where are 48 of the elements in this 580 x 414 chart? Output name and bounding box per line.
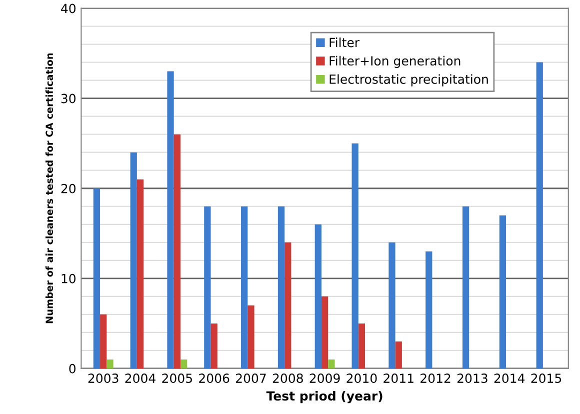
x-tick-label: 2003 xyxy=(88,374,118,383)
bar xyxy=(106,359,114,368)
x-tick-label: 2008 xyxy=(272,374,303,383)
y-tick-label: 0 xyxy=(69,364,76,374)
bar xyxy=(395,341,402,368)
x-tick-label: 2015 xyxy=(531,374,562,383)
x-tick-label: 2013 xyxy=(457,374,488,383)
bar xyxy=(278,206,285,368)
bar xyxy=(499,215,506,368)
x-tick-label: 2012 xyxy=(420,374,450,383)
y-tick-label: 10 xyxy=(62,274,76,284)
bar xyxy=(352,143,358,368)
bar xyxy=(426,251,432,368)
bar xyxy=(174,134,180,368)
y-tick-label: 40 xyxy=(61,4,76,14)
x-axis-title: Test priod (year) xyxy=(266,390,382,404)
bar xyxy=(130,152,137,368)
bar xyxy=(241,206,248,368)
bar xyxy=(180,359,188,368)
x-tick-label: 2014 xyxy=(494,374,525,383)
y-tick-label: 30 xyxy=(61,94,76,104)
bar xyxy=(93,188,100,368)
bar xyxy=(248,305,254,368)
legend-label: Filter xyxy=(330,38,360,48)
legend-label: Electrostatic precipitation xyxy=(330,74,488,86)
bar xyxy=(321,296,328,368)
x-tick-label: 2006 xyxy=(199,374,230,383)
bar xyxy=(167,71,174,368)
bar xyxy=(204,206,211,368)
bar xyxy=(210,323,218,368)
x-tick-label: 2007 xyxy=(236,374,266,383)
bar xyxy=(388,242,396,368)
bar xyxy=(536,62,543,368)
bar xyxy=(284,242,292,368)
x-tick-label: 2011 xyxy=(384,374,414,383)
x-tick-label: 2009 xyxy=(310,374,340,383)
bar xyxy=(100,314,107,368)
y-axis-title: Number of air cleaners tested for CA certification xyxy=(45,53,53,324)
x-tick-label: 2004 xyxy=(125,374,156,383)
bar xyxy=(462,206,470,368)
x-tick-label: 2010 xyxy=(346,374,377,383)
legend-label: Filter+Ion generation xyxy=(330,56,460,68)
bar xyxy=(358,323,366,368)
bar xyxy=(328,359,335,368)
bar xyxy=(136,179,144,368)
y-tick-label: 20 xyxy=(61,184,76,194)
bar xyxy=(314,224,322,368)
x-tick-label: 2005 xyxy=(162,374,192,383)
